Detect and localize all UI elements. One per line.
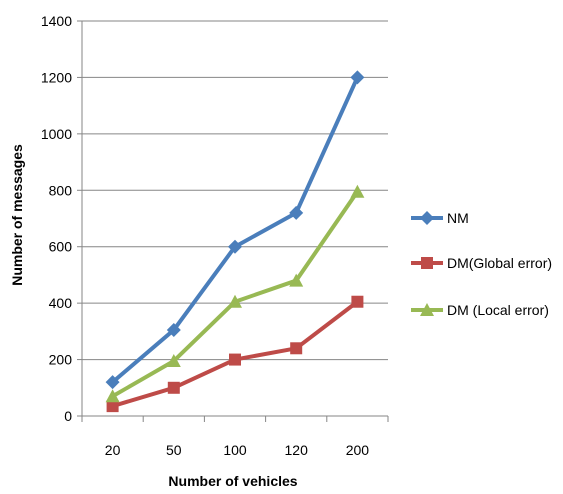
y-tick-label: 1400	[41, 13, 72, 29]
series-line	[110, 75, 360, 385]
data-point	[167, 381, 180, 394]
data-point	[350, 184, 365, 198]
legend-label: DM(Global error)	[447, 255, 552, 271]
x-tick-label: 100	[223, 442, 247, 458]
data-point	[229, 353, 241, 366]
series-diamond	[105, 70, 365, 390]
legend-label: DM (Local error)	[447, 302, 549, 318]
y-tick-label: 800	[49, 182, 73, 198]
x-tick-label: 120	[285, 442, 309, 458]
y-tick-label: 1200	[41, 69, 72, 85]
y-tick-label: 1000	[41, 126, 72, 142]
data-point	[105, 389, 120, 403]
data-point	[350, 70, 365, 85]
data-point	[106, 400, 119, 413]
legend: NM DM(Global error) DM (Local error)	[411, 210, 552, 318]
y-tick-label: 600	[49, 239, 73, 255]
legend-marker	[421, 257, 433, 269]
legend-marker	[420, 303, 434, 316]
data-point	[105, 375, 120, 390]
data-point	[289, 205, 304, 220]
series-triangle	[105, 184, 365, 403]
y-tick-label: 200	[49, 352, 73, 368]
x-tick-label: 200	[346, 442, 370, 458]
data-point	[289, 273, 304, 287]
data-point	[228, 239, 242, 254]
data-point	[166, 322, 181, 337]
x-tick-label: 50	[166, 442, 182, 458]
y-axis-title: Number of messages	[9, 144, 25, 286]
series-layer	[105, 70, 365, 413]
x-tick-label: 20	[105, 442, 121, 458]
series-square	[106, 295, 364, 413]
legend-entry: DM (Local error)	[411, 302, 549, 318]
y-tick-label: 0	[64, 408, 72, 424]
gridlines	[82, 20, 388, 361]
data-point	[290, 342, 303, 355]
data-point	[228, 294, 242, 308]
y-tick-label: 400	[49, 295, 73, 311]
data-point	[351, 295, 364, 308]
data-point	[166, 353, 181, 367]
legend-marker	[420, 211, 434, 225]
axes: 0 200 400 600 800 1000 1200 1400 20 50 100 120 200	[41, 13, 389, 458]
x-axis-title: Number of vehicles	[168, 473, 297, 489]
legend-entry: DM(Global error)	[411, 255, 552, 271]
legend-entry: NM	[411, 210, 469, 226]
legend-label: NM	[447, 210, 469, 226]
